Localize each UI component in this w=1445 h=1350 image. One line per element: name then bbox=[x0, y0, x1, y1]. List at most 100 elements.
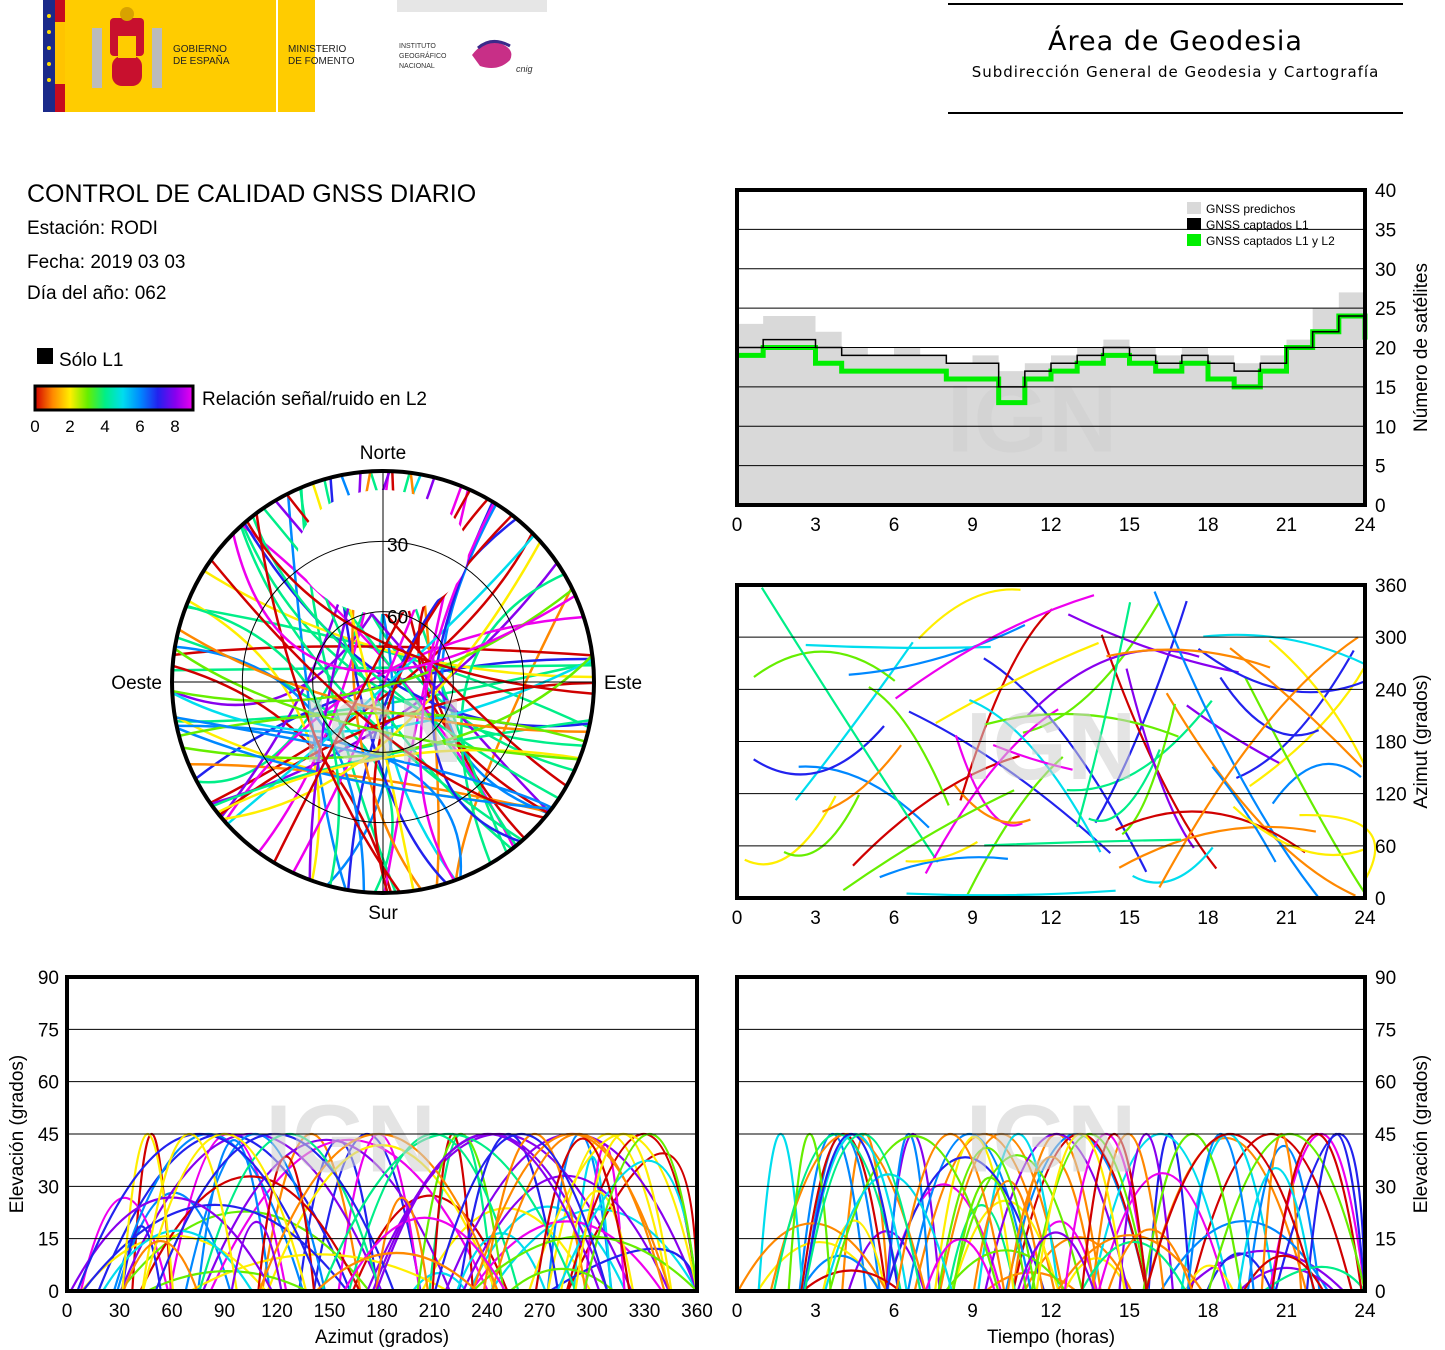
cnig-logo-icon: cnig bbox=[472, 40, 533, 74]
date-text: Fecha: 2019 03 03 bbox=[27, 252, 186, 273]
ign-top-bar bbox=[397, 0, 547, 12]
elevation-time-chart: IGN 0 15 30 45 60 75 90 0 3 6 9 12 15 18 21 24 Elevación … bbox=[732, 968, 1432, 1348]
satellite-track bbox=[1249, 665, 1366, 788]
y-tick-label: 75 bbox=[38, 1020, 59, 1041]
y-tick-label: 30 bbox=[38, 1177, 59, 1198]
y-tick-label: 15 bbox=[38, 1230, 59, 1251]
satellite-track bbox=[245, 520, 594, 696]
satellite-track bbox=[753, 650, 896, 682]
satellite-track bbox=[757, 1133, 804, 1292]
x-tick-label: 12 bbox=[1040, 1301, 1061, 1322]
satellite-track bbox=[984, 838, 1182, 847]
y-tick-label: 25 bbox=[1375, 299, 1396, 320]
y-tick-label: 240 bbox=[1375, 680, 1407, 701]
y-tick-label: 35 bbox=[1375, 220, 1396, 241]
doy-text: Día del año: 062 bbox=[27, 283, 167, 304]
snr-tick: 2 bbox=[65, 417, 74, 436]
y-axis-label: Elevación (grados) bbox=[7, 1055, 28, 1213]
satellite-track bbox=[783, 794, 860, 857]
satellite-track bbox=[917, 588, 1021, 640]
satellite-track bbox=[953, 784, 1031, 824]
eu-stars bbox=[47, 14, 51, 82]
satellite-track bbox=[1244, 676, 1366, 895]
y-axis-label: Número de satélites bbox=[1411, 263, 1432, 432]
satellite-track bbox=[944, 1249, 1067, 1292]
satellite-track bbox=[906, 889, 1116, 897]
south-label: Sur bbox=[368, 903, 398, 924]
satellite-track bbox=[146, 1270, 308, 1292]
x-tick-label: 21 bbox=[1276, 1301, 1297, 1322]
satellite-track bbox=[559, 1190, 635, 1292]
satellite-track bbox=[828, 1135, 1000, 1292]
x-tick-label: 300 bbox=[576, 1301, 608, 1322]
snr-colorbar bbox=[33, 384, 195, 412]
satellite-track bbox=[1021, 1220, 1099, 1292]
satellite-track bbox=[122, 1240, 199, 1292]
satellite-track bbox=[239, 525, 524, 842]
x-tick-label: 21 bbox=[1276, 908, 1297, 929]
satellite-track bbox=[1125, 668, 1195, 849]
x-tick-label: 21 bbox=[1276, 515, 1297, 535]
gov-line-2: DE ESPAÑA bbox=[173, 54, 230, 67]
satellite-track bbox=[1056, 1234, 1204, 1292]
satellite-track bbox=[868, 686, 950, 806]
satellite-track bbox=[1067, 613, 1239, 674]
x-tick-label: 330 bbox=[629, 1301, 661, 1322]
satellite-track bbox=[255, 512, 401, 894]
plot-frame bbox=[65, 975, 699, 1293]
satellite-track bbox=[1100, 634, 1218, 870]
satellite-track bbox=[1106, 648, 1271, 669]
satellite-track bbox=[1263, 1265, 1366, 1292]
horizon-circle bbox=[170, 469, 596, 895]
snr-legend: Sólo L1 Relación señal/ruido en L2 0 2 4… bbox=[30, 348, 427, 436]
satellite-track bbox=[1219, 676, 1320, 737]
satellite-track bbox=[1165, 692, 1356, 897]
satellite-track bbox=[178, 711, 586, 743]
y-tick-label: 60 bbox=[1375, 1073, 1396, 1094]
satellite-track bbox=[257, 1155, 316, 1292]
satellite-track bbox=[1094, 600, 1188, 824]
x-tick-label: 6 bbox=[889, 515, 900, 535]
satellite-track bbox=[1118, 825, 1317, 869]
x-tick-label: 15 bbox=[1119, 908, 1140, 929]
legend-label: GNSS captados L1 bbox=[1206, 218, 1309, 232]
satellite-track bbox=[1026, 649, 1200, 717]
satellite-track bbox=[959, 608, 1053, 801]
l1-only-label: Sólo L1 bbox=[59, 350, 123, 371]
y-tick-label: 15 bbox=[1375, 378, 1396, 399]
x-tick-label: 60 bbox=[161, 1301, 182, 1322]
satellite-track bbox=[794, 641, 914, 801]
satellite-track bbox=[185, 604, 341, 887]
satellite-track bbox=[197, 1139, 271, 1292]
ign-watermark: IGN bbox=[966, 1086, 1137, 1193]
y-tick-label: 0 bbox=[48, 1282, 59, 1303]
series-l1-line bbox=[737, 315, 1366, 388]
satellite-track bbox=[908, 710, 1112, 854]
ign-line-3: NACIONAL bbox=[399, 63, 435, 70]
satellite-track bbox=[566, 1152, 699, 1292]
y-tick-label: 20 bbox=[1375, 339, 1396, 360]
satellite-track bbox=[822, 744, 902, 813]
y-tick-label: 30 bbox=[1375, 1177, 1396, 1198]
legend-swatch bbox=[1187, 202, 1201, 214]
satellite-track bbox=[1271, 762, 1362, 805]
east-label: Este bbox=[604, 673, 642, 694]
snr-tick: 4 bbox=[100, 417, 109, 436]
plot-frame bbox=[735, 975, 1367, 1293]
satellite-track bbox=[69, 1196, 273, 1292]
satellite-track bbox=[1203, 633, 1366, 666]
x-tick-label: 12 bbox=[1040, 515, 1061, 535]
flag-stripe-yellow bbox=[55, 22, 65, 84]
x-tick-label: 270 bbox=[524, 1301, 556, 1322]
satellite-track bbox=[1006, 1155, 1096, 1292]
satellite-track bbox=[1299, 814, 1377, 881]
satellite-track bbox=[203, 569, 594, 679]
satellite-track bbox=[209, 1138, 489, 1292]
x-tick-label: 24 bbox=[1354, 908, 1376, 929]
ign-watermark: IGN bbox=[265, 1086, 436, 1193]
report-title: CONTROL DE CALIDAD GNSS DIARIO bbox=[27, 180, 477, 208]
satellite-track bbox=[984, 712, 1179, 738]
x-tick-label: 15 bbox=[1119, 1301, 1140, 1322]
satellite-track bbox=[821, 1219, 887, 1292]
